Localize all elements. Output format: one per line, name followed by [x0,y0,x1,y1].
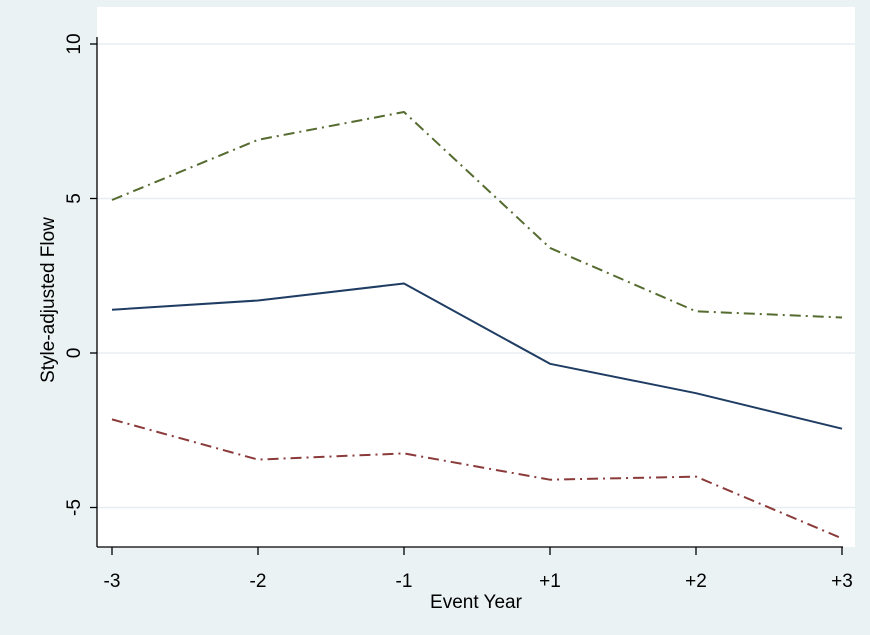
x-tick-label-4: +2 [685,571,707,592]
y-tick-label-3: 10 [64,33,85,54]
x-tick-label-2: -1 [396,571,413,592]
x-tick-label-5: +3 [831,571,853,592]
y-tick-label-2: 5 [64,193,85,204]
gridlines [97,43,855,509]
plot-area [97,7,855,547]
series-line-2 [111,418,843,540]
series-lines [111,111,843,540]
x-tick-label-0: -3 [104,571,121,592]
axes: -5 0 5 10 -3 -2 -1 +1 +2 +3 [64,33,853,592]
y-tick-label-0: -5 [64,499,85,516]
series-line-0 [111,282,843,430]
x-tick-label-1: -2 [250,571,267,592]
x-axis-label: Event Year [430,592,523,613]
y-tick-label-1: 0 [64,348,85,359]
series-line-1 [111,111,843,319]
y-axis-label: Style-adjusted Flow [38,217,59,383]
x-tick-label-3: +1 [539,571,561,592]
